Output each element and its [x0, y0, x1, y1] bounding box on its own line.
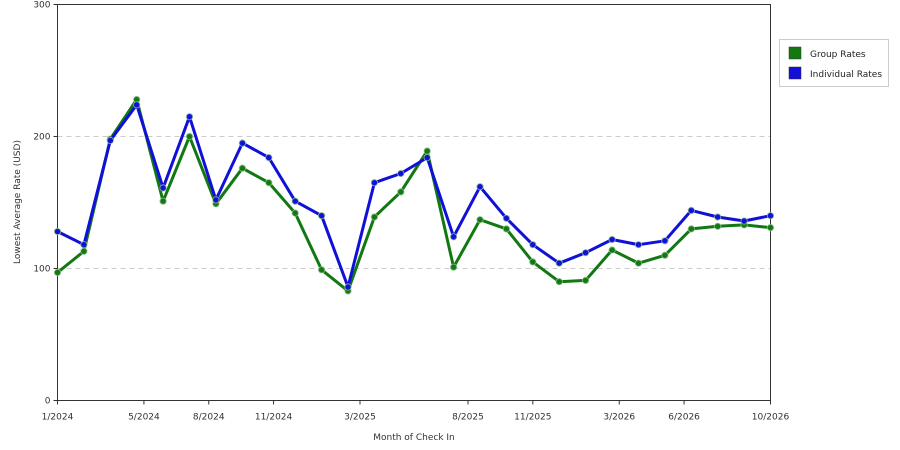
y-tick-label: 0: [45, 397, 51, 407]
data-point: [185, 132, 194, 141]
series-line: [56, 98, 772, 293]
data-point: [740, 217, 748, 225]
x-tick-label: 11/2025: [514, 413, 551, 423]
data-point: [476, 216, 484, 224]
y-tick-label: 300: [33, 1, 50, 11]
data-point: [291, 197, 299, 205]
data-point: [555, 278, 563, 286]
data-point: [80, 247, 88, 255]
plot-area-frame: [57, 4, 771, 401]
data-point: [529, 241, 537, 249]
series-group: [53, 95, 775, 295]
data-point: [159, 184, 167, 192]
y-tick-label: 100: [33, 265, 50, 275]
data-point: [502, 225, 510, 233]
gridlines: [57, 136, 771, 269]
data-point: [53, 268, 62, 277]
data-point: [529, 258, 537, 266]
data-point: [344, 283, 352, 291]
data-point: [238, 139, 246, 147]
data-point: [766, 212, 775, 220]
data-point: [397, 169, 405, 178]
data-point: [238, 164, 246, 172]
data-point: [370, 213, 378, 221]
data-point: [449, 263, 458, 271]
data-point: [53, 227, 62, 236]
data-point: [661, 251, 669, 259]
series-line: [56, 103, 772, 289]
data-point: [581, 276, 590, 284]
data-point: [265, 179, 273, 187]
data-point: [634, 259, 643, 267]
y-tick-label: 200: [33, 133, 50, 143]
legend-swatch-group-rates: [788, 46, 802, 60]
data-point: [687, 206, 695, 214]
legend-label-individual-rates: Individual Rates: [810, 70, 882, 80]
data-point: [581, 249, 590, 257]
data-point: [661, 237, 669, 245]
legend-label-group-rates: Group Rates: [810, 50, 866, 60]
data-point: [80, 241, 88, 249]
data-point: [106, 136, 114, 145]
data-point: [634, 241, 643, 249]
series-individual-rates: [53, 101, 775, 291]
data-point: [608, 246, 616, 254]
data-point: [370, 179, 378, 187]
data-point: [265, 154, 273, 162]
data-point: [714, 213, 722, 221]
x-tick-label: 3/2025: [344, 413, 376, 423]
legend: Group Rates Individual Rates: [779, 39, 889, 87]
series-group-rates: [53, 95, 775, 295]
data-point: [449, 233, 458, 241]
data-point: [291, 209, 299, 217]
legend-swatch-individual-rates: [788, 66, 802, 80]
data-point: [397, 188, 405, 196]
data-point: [133, 101, 141, 109]
data-point: [555, 259, 563, 267]
data-point: [317, 212, 326, 220]
data-point: [185, 113, 194, 121]
x-tick-label: 6/2026: [668, 413, 700, 423]
data-point: [212, 196, 220, 204]
x-tick-label: 3/2026: [603, 413, 635, 423]
data-point: [608, 235, 616, 244]
data-point: [423, 154, 431, 162]
y-axis-title: Lowest Average Rate (USD): [13, 140, 23, 264]
x-tick-label: 1/2024: [42, 413, 74, 423]
x-tick-label: 11/2024: [255, 413, 293, 423]
data-point: [766, 224, 775, 232]
x-tick-label: 8/2025: [452, 413, 484, 423]
x-tick-label: 5/2024: [128, 413, 160, 423]
data-point: [423, 147, 431, 155]
x-axis-title: Month of Check In: [373, 433, 455, 443]
data-point: [476, 183, 484, 191]
data-point: [714, 222, 722, 230]
axes: 0 100 200 300 1/2024 5/2024 8/2024 11/2024 3/202…: [33, 1, 789, 423]
data-point: [687, 225, 695, 233]
data-point: [502, 214, 510, 222]
data-point: [159, 197, 167, 205]
x-tick-label: 8/2024: [193, 413, 225, 423]
x-tick-label: 10/2026: [752, 413, 790, 423]
data-point: [317, 266, 326, 274]
